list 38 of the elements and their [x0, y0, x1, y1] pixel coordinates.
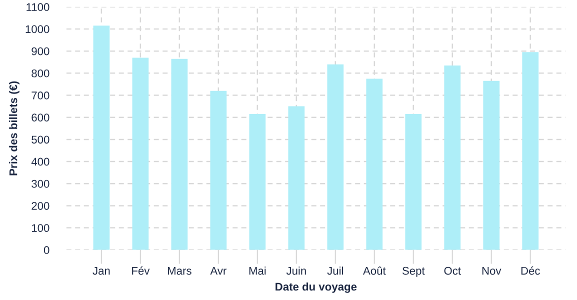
y-tick-label: 200 [32, 202, 50, 210]
bar [210, 90, 227, 250]
x-tick-label: Avr [210, 266, 226, 275]
y-tick-label: 400 [31, 158, 50, 166]
bar [288, 106, 305, 250]
y-axis-title: Prix des billets (€) [9, 81, 20, 176]
bar [405, 114, 422, 250]
x-tick-label: Jan [92, 266, 110, 275]
y-tick-label: 500 [32, 136, 50, 144]
bar [522, 52, 539, 250]
y-tick-label: 900 [32, 47, 50, 56]
x-tick-label: Nov [482, 266, 502, 275]
x-tick-label: Mai [249, 266, 266, 275]
x-tick-label: Juil [327, 266, 343, 275]
bar [444, 65, 461, 250]
y-tick-label: 100 [32, 224, 50, 232]
x-tick-label: Fév [132, 266, 150, 275]
x-tick-label: Déc [521, 266, 540, 275]
x-tick-label: Juin [286, 266, 306, 275]
y-tick-label: 700 [32, 92, 50, 100]
x-tick-label: Août [362, 266, 386, 275]
y-tick-label: 600 [32, 114, 50, 122]
bar [366, 78, 383, 250]
bar [483, 80, 500, 250]
y-tick-label: 300 [32, 180, 50, 188]
x-tick-label: Oct [444, 266, 461, 275]
x-tick-label: Sept [402, 266, 425, 277]
bar [249, 114, 266, 250]
x-tick-label: Mars [168, 266, 192, 275]
bar [93, 26, 110, 250]
y-tick-label: 1100 [26, 3, 50, 12]
x-axis-title: Date du voyage [276, 282, 357, 293]
bar [132, 58, 149, 250]
y-tick-label: 800 [32, 69, 50, 78]
y-tick-label: 0 [44, 246, 50, 254]
bar [171, 58, 188, 250]
bar [327, 64, 344, 250]
y-tick-label: 1000 [26, 25, 50, 34]
